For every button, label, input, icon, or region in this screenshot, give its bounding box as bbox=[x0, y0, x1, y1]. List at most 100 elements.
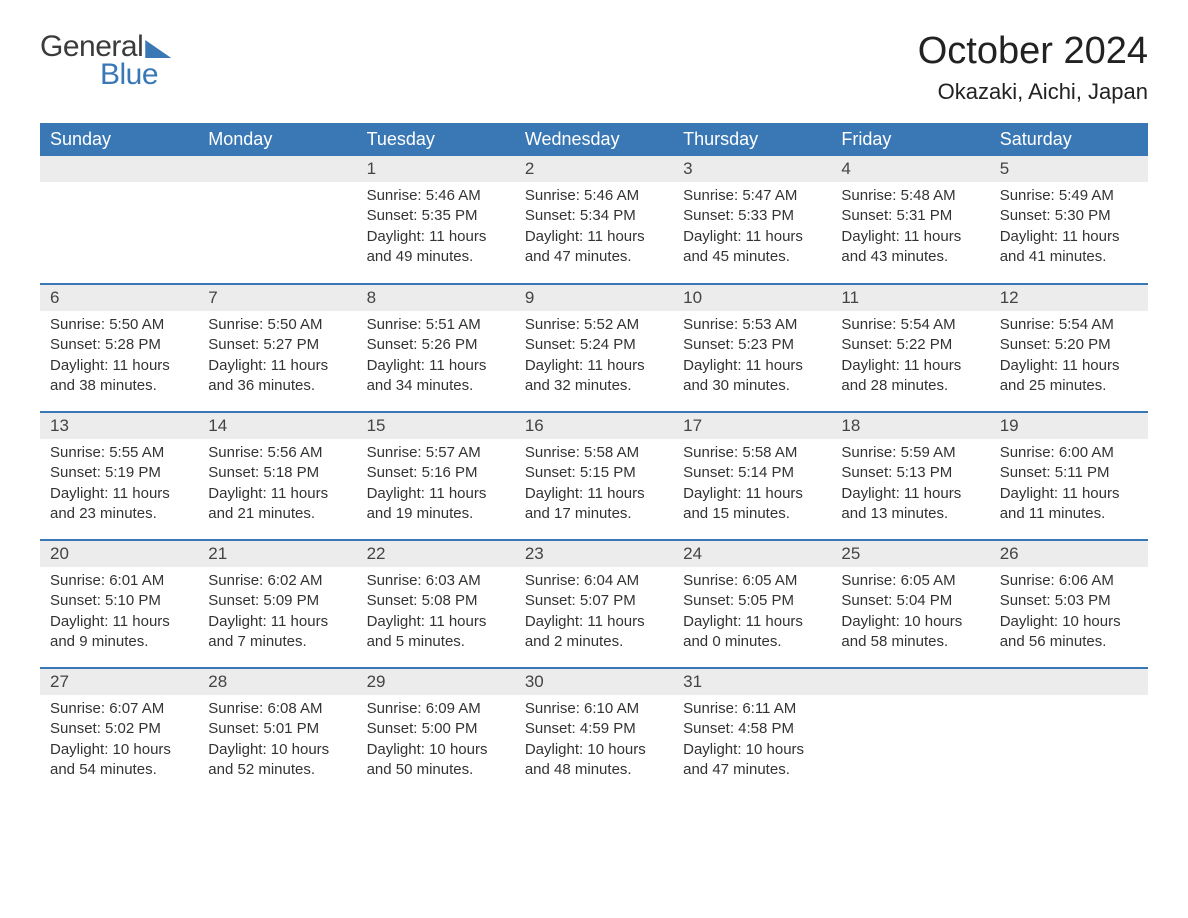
daylight-text: Daylight: 10 hours and 48 minutes. bbox=[525, 740, 663, 781]
sunrise-text: Sunrise: 5:46 AM bbox=[525, 186, 663, 206]
day-number: 7 bbox=[198, 285, 356, 311]
sunrise-text: Sunrise: 6:01 AM bbox=[50, 571, 188, 591]
daylight-text: Daylight: 10 hours and 50 minutes. bbox=[367, 740, 505, 781]
sunrise-text: Sunrise: 5:51 AM bbox=[367, 315, 505, 335]
sunrise-text: Sunrise: 5:47 AM bbox=[683, 186, 821, 206]
day-data: Sunrise: 6:03 AMSunset: 5:08 PMDaylight:… bbox=[357, 567, 515, 660]
day-data: Sunrise: 5:46 AMSunset: 5:35 PMDaylight:… bbox=[357, 182, 515, 275]
sunset-text: Sunset: 5:05 PM bbox=[683, 591, 821, 611]
calendar-day-cell: 29Sunrise: 6:09 AMSunset: 5:00 PMDayligh… bbox=[357, 668, 515, 796]
sunset-text: Sunset: 5:09 PM bbox=[208, 591, 346, 611]
day-number: 17 bbox=[673, 413, 831, 439]
daylight-text: Daylight: 10 hours and 47 minutes. bbox=[683, 740, 821, 781]
day-number: 4 bbox=[831, 156, 989, 182]
day-data: Sunrise: 5:56 AMSunset: 5:18 PMDaylight:… bbox=[198, 439, 356, 532]
calendar-day-cell: 27Sunrise: 6:07 AMSunset: 5:02 PMDayligh… bbox=[40, 668, 198, 796]
day-number: 25 bbox=[831, 541, 989, 567]
day-number: 13 bbox=[40, 413, 198, 439]
calendar-day-cell bbox=[831, 668, 989, 796]
calendar-day-cell: 19Sunrise: 6:00 AMSunset: 5:11 PMDayligh… bbox=[990, 412, 1148, 540]
calendar-day-cell: 12Sunrise: 5:54 AMSunset: 5:20 PMDayligh… bbox=[990, 284, 1148, 412]
calendar-day-cell: 11Sunrise: 5:54 AMSunset: 5:22 PMDayligh… bbox=[831, 284, 989, 412]
location-text: Okazaki, Aichi, Japan bbox=[918, 79, 1148, 105]
sunset-text: Sunset: 5:19 PM bbox=[50, 463, 188, 483]
weekday-header: Thursday bbox=[673, 123, 831, 156]
calendar-day-cell: 7Sunrise: 5:50 AMSunset: 5:27 PMDaylight… bbox=[198, 284, 356, 412]
daylight-text: Daylight: 10 hours and 58 minutes. bbox=[841, 612, 979, 653]
daylight-text: Daylight: 11 hours and 36 minutes. bbox=[208, 356, 346, 397]
day-number: 9 bbox=[515, 285, 673, 311]
calendar-week-row: 1Sunrise: 5:46 AMSunset: 5:35 PMDaylight… bbox=[40, 156, 1148, 284]
sunrise-text: Sunrise: 6:11 AM bbox=[683, 699, 821, 719]
day-data: Sunrise: 6:11 AMSunset: 4:58 PMDaylight:… bbox=[673, 695, 831, 788]
calendar-day-cell: 18Sunrise: 5:59 AMSunset: 5:13 PMDayligh… bbox=[831, 412, 989, 540]
logo: General Blue bbox=[40, 30, 171, 92]
day-data: Sunrise: 6:07 AMSunset: 5:02 PMDaylight:… bbox=[40, 695, 198, 788]
daylight-text: Daylight: 11 hours and 17 minutes. bbox=[525, 484, 663, 525]
calendar-day-cell: 14Sunrise: 5:56 AMSunset: 5:18 PMDayligh… bbox=[198, 412, 356, 540]
sunset-text: Sunset: 5:31 PM bbox=[841, 206, 979, 226]
sunrise-text: Sunrise: 5:55 AM bbox=[50, 443, 188, 463]
day-number: 22 bbox=[357, 541, 515, 567]
calendar-table: SundayMondayTuesdayWednesdayThursdayFrid… bbox=[40, 123, 1148, 796]
sunrise-text: Sunrise: 5:58 AM bbox=[525, 443, 663, 463]
sunset-text: Sunset: 5:10 PM bbox=[50, 591, 188, 611]
daylight-text: Daylight: 11 hours and 47 minutes. bbox=[525, 227, 663, 268]
day-number: 11 bbox=[831, 285, 989, 311]
day-number: 30 bbox=[515, 669, 673, 695]
weekday-header: Friday bbox=[831, 123, 989, 156]
calendar-day-cell: 5Sunrise: 5:49 AMSunset: 5:30 PMDaylight… bbox=[990, 156, 1148, 284]
day-number: 29 bbox=[357, 669, 515, 695]
day-number: 26 bbox=[990, 541, 1148, 567]
day-number: 18 bbox=[831, 413, 989, 439]
daylight-text: Daylight: 11 hours and 30 minutes. bbox=[683, 356, 821, 397]
day-data: Sunrise: 5:54 AMSunset: 5:20 PMDaylight:… bbox=[990, 311, 1148, 404]
day-data: Sunrise: 6:02 AMSunset: 5:09 PMDaylight:… bbox=[198, 567, 356, 660]
sunset-text: Sunset: 5:16 PM bbox=[367, 463, 505, 483]
day-data: Sunrise: 5:47 AMSunset: 5:33 PMDaylight:… bbox=[673, 182, 831, 275]
sunrise-text: Sunrise: 5:53 AM bbox=[683, 315, 821, 335]
day-data: Sunrise: 6:10 AMSunset: 4:59 PMDaylight:… bbox=[515, 695, 673, 788]
day-number: 19 bbox=[990, 413, 1148, 439]
sunset-text: Sunset: 5:13 PM bbox=[841, 463, 979, 483]
calendar-day-cell: 21Sunrise: 6:02 AMSunset: 5:09 PMDayligh… bbox=[198, 540, 356, 668]
day-data: Sunrise: 5:51 AMSunset: 5:26 PMDaylight:… bbox=[357, 311, 515, 404]
sunrise-text: Sunrise: 6:08 AM bbox=[208, 699, 346, 719]
calendar-day-cell bbox=[40, 156, 198, 284]
sunset-text: Sunset: 5:11 PM bbox=[1000, 463, 1138, 483]
calendar-week-row: 6Sunrise: 5:50 AMSunset: 5:28 PMDaylight… bbox=[40, 284, 1148, 412]
calendar-day-cell: 9Sunrise: 5:52 AMSunset: 5:24 PMDaylight… bbox=[515, 284, 673, 412]
calendar-day-cell: 30Sunrise: 6:10 AMSunset: 4:59 PMDayligh… bbox=[515, 668, 673, 796]
title-block: October 2024 Okazaki, Aichi, Japan bbox=[918, 30, 1148, 105]
sunset-text: Sunset: 5:23 PM bbox=[683, 335, 821, 355]
day-number: 14 bbox=[198, 413, 356, 439]
day-data: Sunrise: 6:04 AMSunset: 5:07 PMDaylight:… bbox=[515, 567, 673, 660]
day-number: 12 bbox=[990, 285, 1148, 311]
calendar-day-cell: 22Sunrise: 6:03 AMSunset: 5:08 PMDayligh… bbox=[357, 540, 515, 668]
day-data: Sunrise: 5:48 AMSunset: 5:31 PMDaylight:… bbox=[831, 182, 989, 275]
calendar-day-cell: 2Sunrise: 5:46 AMSunset: 5:34 PMDaylight… bbox=[515, 156, 673, 284]
calendar-day-cell bbox=[990, 668, 1148, 796]
day-number: 6 bbox=[40, 285, 198, 311]
weekday-header: Tuesday bbox=[357, 123, 515, 156]
day-data: Sunrise: 6:09 AMSunset: 5:00 PMDaylight:… bbox=[357, 695, 515, 788]
sunset-text: Sunset: 5:33 PM bbox=[683, 206, 821, 226]
day-data: Sunrise: 6:06 AMSunset: 5:03 PMDaylight:… bbox=[990, 567, 1148, 660]
daylight-text: Daylight: 11 hours and 43 minutes. bbox=[841, 227, 979, 268]
weekday-header: Sunday bbox=[40, 123, 198, 156]
daylight-text: Daylight: 11 hours and 11 minutes. bbox=[1000, 484, 1138, 525]
sunrise-text: Sunrise: 6:06 AM bbox=[1000, 571, 1138, 591]
daylight-text: Daylight: 11 hours and 45 minutes. bbox=[683, 227, 821, 268]
day-data: Sunrise: 5:50 AMSunset: 5:28 PMDaylight:… bbox=[40, 311, 198, 404]
sunrise-text: Sunrise: 5:49 AM bbox=[1000, 186, 1138, 206]
weekday-header: Saturday bbox=[990, 123, 1148, 156]
calendar-day-cell: 31Sunrise: 6:11 AMSunset: 4:58 PMDayligh… bbox=[673, 668, 831, 796]
calendar-day-cell: 16Sunrise: 5:58 AMSunset: 5:15 PMDayligh… bbox=[515, 412, 673, 540]
sunrise-text: Sunrise: 6:02 AM bbox=[208, 571, 346, 591]
daylight-text: Daylight: 11 hours and 49 minutes. bbox=[367, 227, 505, 268]
calendar-week-row: 20Sunrise: 6:01 AMSunset: 5:10 PMDayligh… bbox=[40, 540, 1148, 668]
sunrise-text: Sunrise: 6:10 AM bbox=[525, 699, 663, 719]
day-number: 2 bbox=[515, 156, 673, 182]
sunset-text: Sunset: 5:03 PM bbox=[1000, 591, 1138, 611]
sunrise-text: Sunrise: 5:46 AM bbox=[367, 186, 505, 206]
